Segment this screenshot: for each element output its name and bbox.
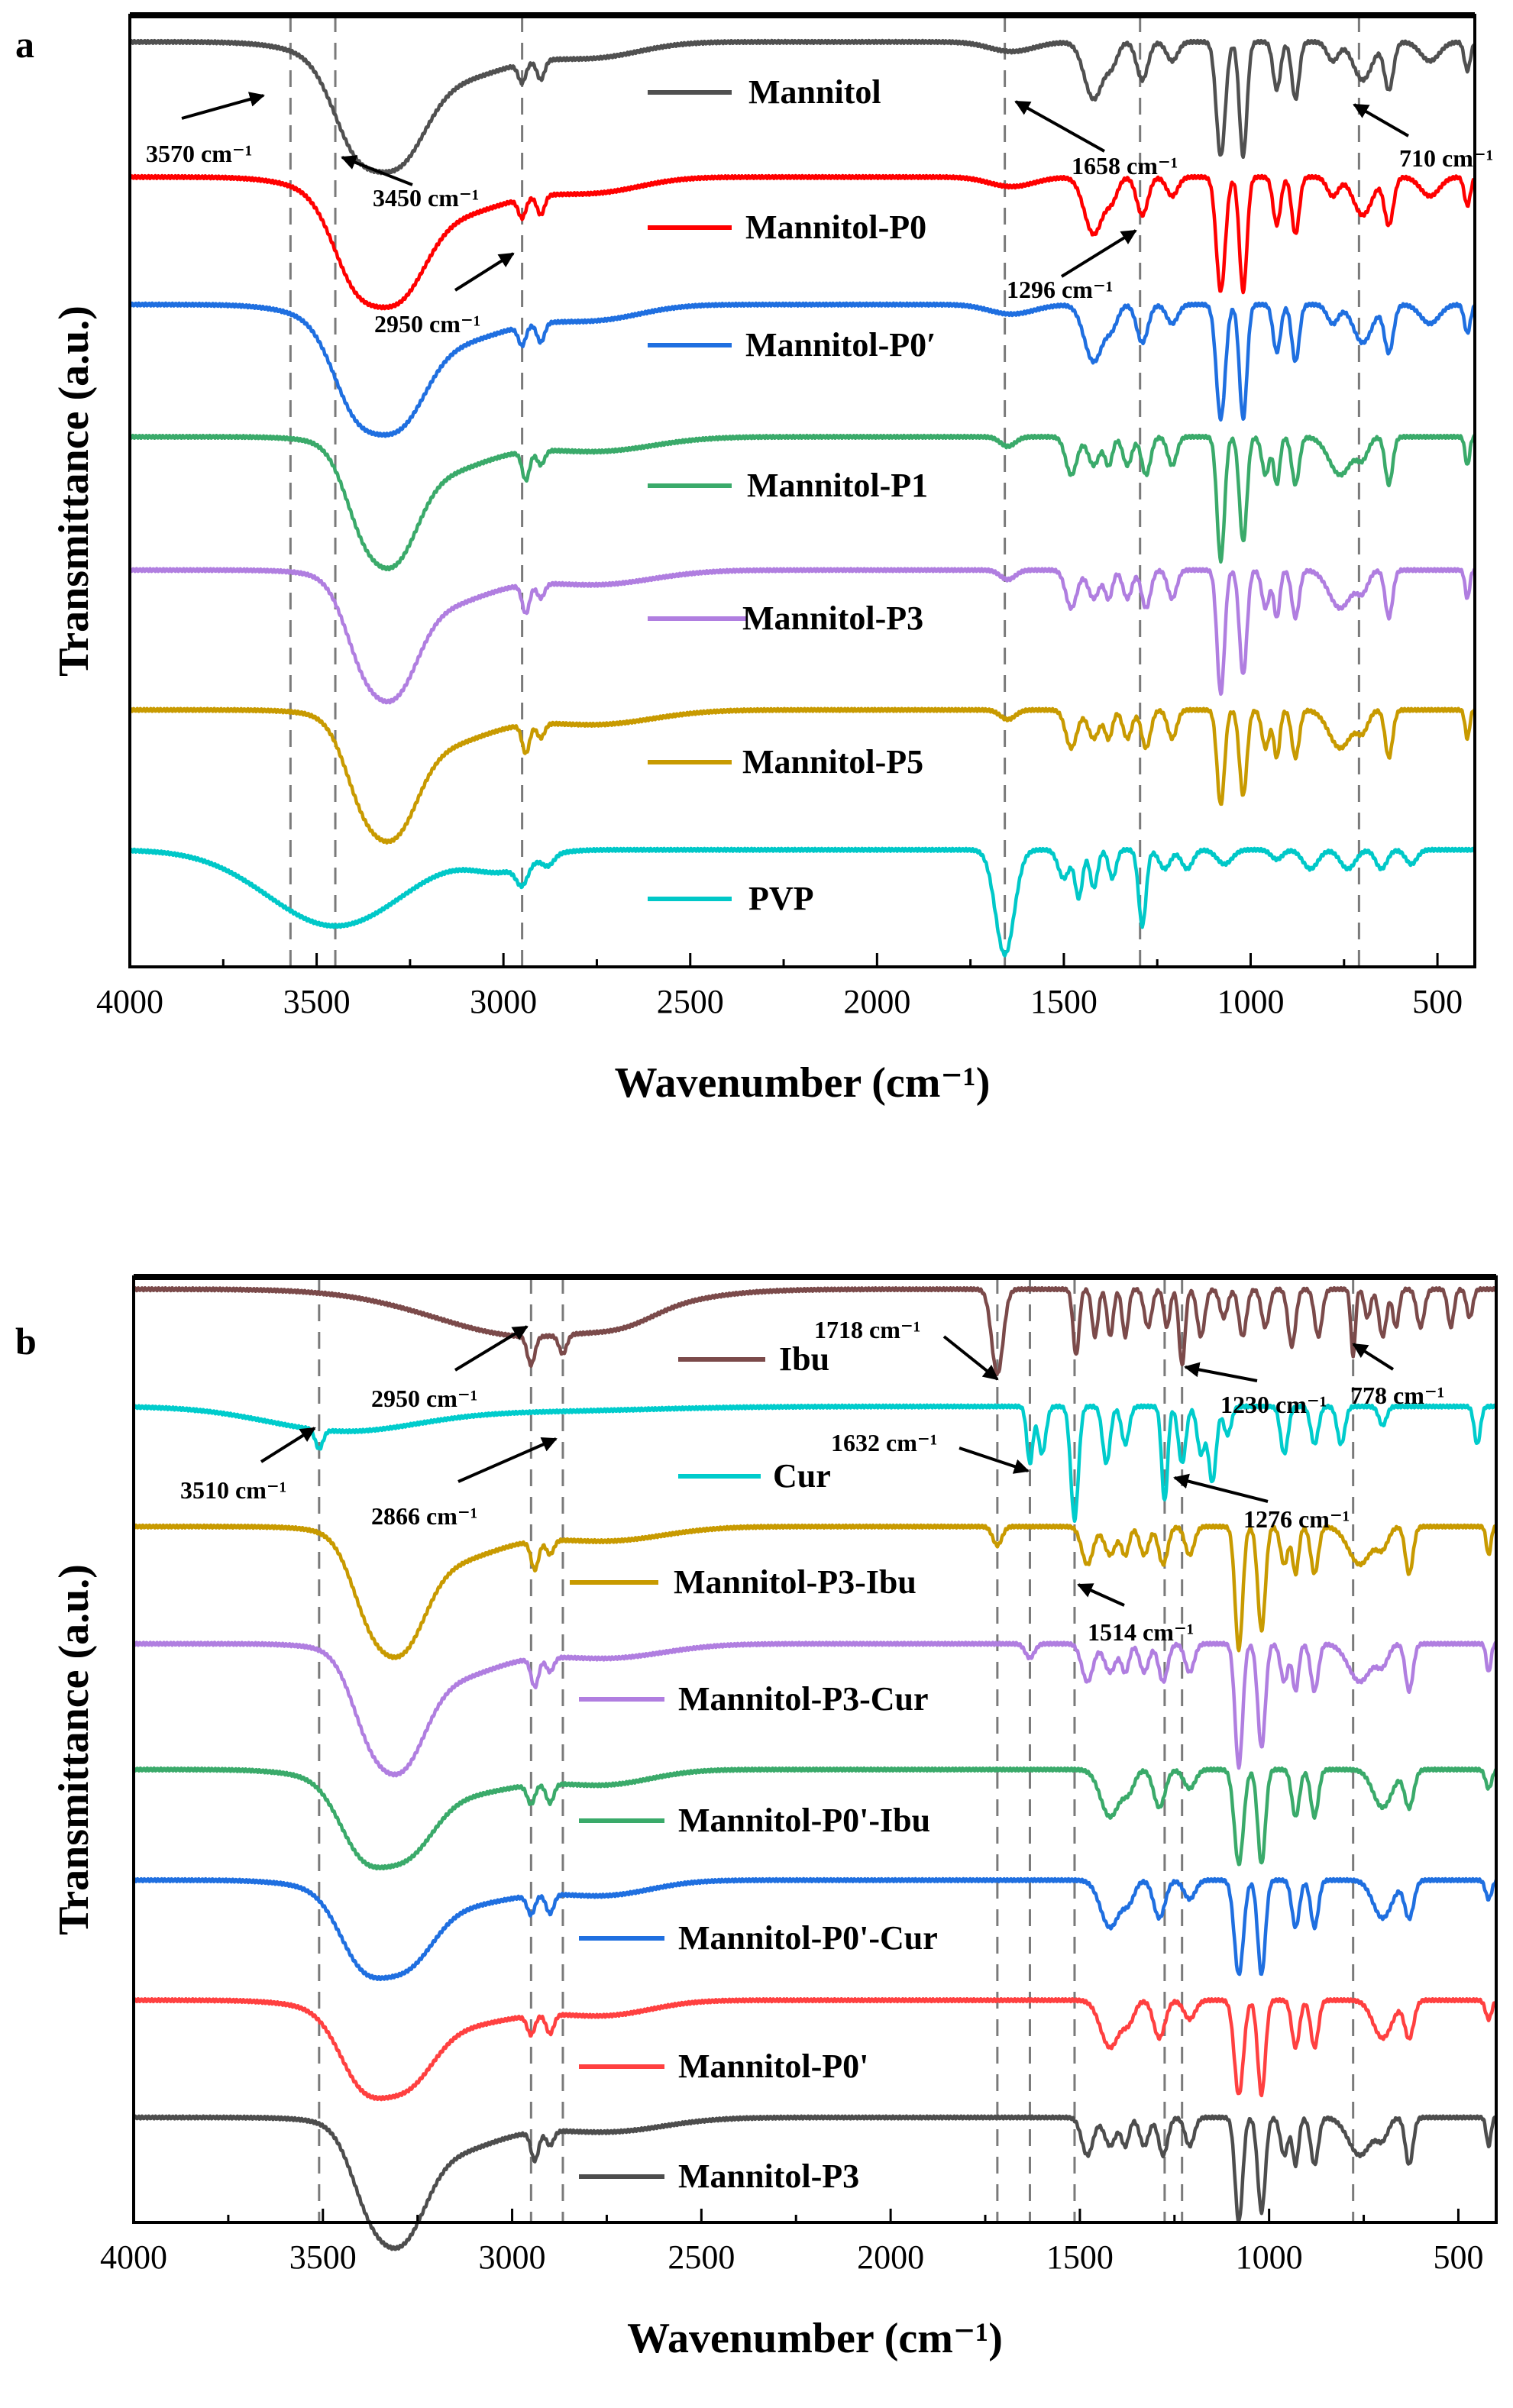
- annotation-arrow: [959, 1446, 1030, 1474]
- series-line-6: [131, 1996, 1498, 2102]
- annotation-arrow: [1014, 100, 1105, 153]
- annotation-arrow: [454, 1325, 529, 1372]
- annotation-label: 1296 cm⁻¹: [1007, 276, 1113, 303]
- y-axis-title: Transmittance (a.u.): [50, 305, 98, 677]
- panel-a: a Mannitol Mannitol-P0 Mannitol-P0′ Mannitol…: [15, 12, 1493, 1107]
- annotation-label: 710 cm⁻¹: [1399, 144, 1493, 172]
- x-tick-label: 2000: [843, 983, 910, 1020]
- annotation-arrow: [457, 1437, 558, 1483]
- legend-label: Mannitol-P3-Cur: [678, 1680, 929, 1718]
- legend-label: Mannitol-P5: [742, 743, 923, 781]
- x-tick-label: 3500: [289, 2238, 357, 2276]
- x-tick-label: 1000: [1217, 983, 1285, 1020]
- legend-label: Cur: [773, 1457, 831, 1495]
- annotation-label: 2950 cm⁻¹: [374, 310, 480, 338]
- annotation-arrow: [1077, 1583, 1125, 1607]
- x-tick-label: 2500: [657, 983, 724, 1020]
- series-line-3: [128, 433, 1476, 572]
- annotation-label: 2950 cm⁻¹: [371, 1385, 477, 1412]
- annotation-label: 1230 cm⁻¹: [1220, 1391, 1327, 1418]
- x-tick-label: 3000: [470, 983, 537, 1020]
- series-line-0: [131, 1285, 1498, 1377]
- x-tick-label: 3500: [283, 983, 351, 1020]
- annotation-label: 1658 cm⁻¹: [1072, 152, 1178, 179]
- legend-label: Mannitol-P0'-Ibu: [678, 1802, 930, 1839]
- x-axis-title: Wavenumber (cm⁻¹): [627, 2315, 1003, 2362]
- x-tick-label: 3000: [479, 2238, 546, 2276]
- x-tick-label: 1500: [1046, 2238, 1114, 2276]
- x-tick-label: 2000: [857, 2238, 924, 2276]
- legend-label: Mannitol-P3: [742, 600, 923, 637]
- x-tick-label: 2500: [668, 2238, 735, 2276]
- series-line-5: [128, 706, 1477, 845]
- annotation-arrow: [1352, 1343, 1395, 1371]
- annotation-arrow: [454, 252, 515, 292]
- annotation-label: 2866 cm⁻¹: [371, 1502, 477, 1530]
- series-line-4: [128, 567, 1476, 705]
- legend-label: Mannitol-P0′: [745, 326, 936, 364]
- series-line-1: [128, 173, 1476, 311]
- x-tick-label: 1500: [1030, 983, 1098, 1020]
- x-tick-label: 4000: [96, 983, 163, 1020]
- annotation-label: 778 cm⁻¹: [1350, 1382, 1444, 1409]
- x-tick-label: 500: [1412, 983, 1463, 1020]
- legend-label: Mannitol-P0'-Cur: [678, 1919, 938, 1957]
- series-line-2: [128, 301, 1476, 438]
- series-line-1: [132, 1403, 1498, 1524]
- legend-label: Ibu: [779, 1340, 829, 1378]
- annotation-arrow: [1353, 103, 1410, 137]
- annotation-arrow: [260, 1427, 316, 1463]
- annotation-arrow: [341, 155, 413, 186]
- annotation-arrow: [1173, 1473, 1269, 1503]
- series-line-6: [128, 846, 1476, 958]
- annotation-label: 1718 cm⁻¹: [814, 1316, 920, 1343]
- annotation-label: 1632 cm⁻¹: [831, 1429, 937, 1456]
- x-tick-label: 4000: [100, 2238, 167, 2276]
- annotation-label: 3510 cm⁻¹: [180, 1476, 286, 1504]
- annotation-arrow: [1060, 229, 1137, 278]
- annotation-label: 1276 cm⁻¹: [1243, 1505, 1350, 1533]
- legend-label: Mannitol: [748, 73, 881, 111]
- panel-b: b Ibu Cur Mannitol-P3-Ibu Mannitol-P3-Cur Man…: [15, 1274, 1498, 2362]
- panel-label: a: [15, 23, 34, 66]
- series-line-7: [132, 2114, 1498, 2251]
- annotation-arrow: [181, 92, 265, 120]
- annotation-arrow: [1184, 1362, 1258, 1382]
- x-axis-title: Wavenumber (cm⁻¹): [615, 1059, 991, 1107]
- series-line-5: [132, 1876, 1498, 1982]
- series-line-3: [131, 1640, 1498, 1778]
- legend-label: Mannitol-P3-Ibu: [674, 1563, 917, 1601]
- series-line-2: [132, 1523, 1498, 1660]
- annotation-label: 3450 cm⁻¹: [373, 184, 479, 212]
- annotation-label: 1514 cm⁻¹: [1088, 1618, 1194, 1646]
- y-axis-title: Transmittance (a.u.): [50, 1564, 98, 1935]
- annotation-label: 3570 cm⁻¹: [146, 140, 252, 167]
- panel-label: b: [15, 1320, 37, 1362]
- annotation-arrow: [942, 1335, 999, 1381]
- x-tick-label: 500: [1433, 2238, 1483, 2276]
- legend-label: PVP: [748, 880, 814, 917]
- legend-label: Mannitol-P3: [678, 2158, 859, 2195]
- x-tick-label: 1000: [1236, 2238, 1303, 2276]
- legend-label: Mannitol-P0: [745, 208, 926, 246]
- legend-label: Mannitol-P1: [747, 467, 928, 504]
- series-line-4: [132, 1766, 1498, 1871]
- legend-label: Mannitol-P0': [678, 2048, 868, 2085]
